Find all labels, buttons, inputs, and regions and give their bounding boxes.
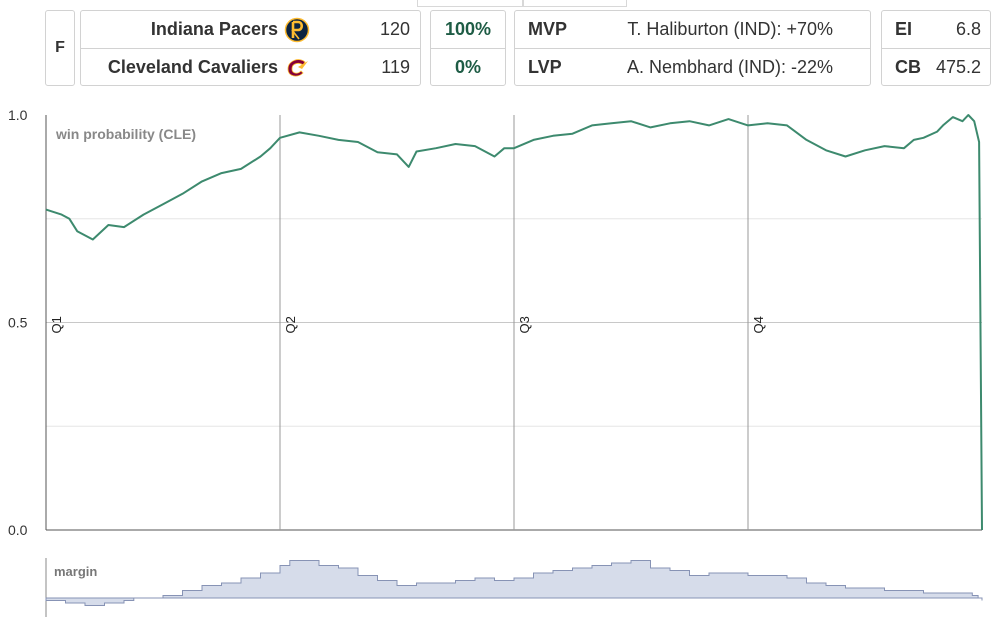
team-score-pacers: 120 xyxy=(379,19,410,39)
mvp-row: MVP T. Haliburton (IND): +70% xyxy=(515,11,870,49)
team-name-cavaliers[interactable]: Cleveland Cavaliers xyxy=(107,57,278,77)
player-value-box: MVP T. Haliburton (IND): +70% LVP A. Nem… xyxy=(514,10,871,86)
y-tick-label-0: 0.0 xyxy=(8,522,28,538)
quarter-label-q4: Q4 xyxy=(751,316,766,333)
ei-value: 6.8 xyxy=(955,19,981,39)
win-pct-cavaliers: 0% xyxy=(431,49,505,86)
ei-row: EI 6.8 xyxy=(882,11,990,49)
margin-area xyxy=(45,560,983,606)
margin-title: margin xyxy=(54,564,97,579)
tab-stub-left xyxy=(417,0,524,7)
quarter-markers: Q1 Q2 Q3 Q4 xyxy=(49,115,766,530)
lvp-row: LVP A. Nembhard (IND): -22% xyxy=(515,49,870,86)
win-pct-pacers: 100% xyxy=(431,11,505,49)
pacers-logo-icon xyxy=(284,17,310,42)
margin-chart: margin xyxy=(45,558,983,617)
quarter-label-q2: Q2 xyxy=(283,316,298,333)
y-tick-label-2: 1.0 xyxy=(8,107,28,123)
win-probability-title: win probability (CLE) xyxy=(55,126,196,142)
quarter-label-q1: Q1 xyxy=(49,316,64,333)
mvp-label: MVP xyxy=(528,19,568,39)
cb-label: CB xyxy=(895,57,921,77)
win-pct-box: 100% 0% xyxy=(430,10,506,86)
scoreboard: Indiana Pacers 120 Cleveland Cavaliers 1… xyxy=(80,10,421,86)
game-metrics-box: EI 6.8 CB 475.2 xyxy=(881,10,991,86)
win-pct-cavaliers-value: 0% xyxy=(454,57,481,77)
win-pct-pacers-value: 100% xyxy=(444,19,492,39)
ei-label: EI xyxy=(895,19,913,39)
win-probability-grid xyxy=(45,115,982,531)
win-probability-line xyxy=(45,114,983,531)
cavaliers-logo-icon xyxy=(287,58,308,76)
team-name-pacers[interactable]: Indiana Pacers xyxy=(150,19,278,39)
team-row-home: Indiana Pacers 120 xyxy=(81,11,420,49)
cb-value: 475.2 xyxy=(935,57,981,77)
game-status: F xyxy=(55,39,65,56)
tab-stub-right xyxy=(522,0,627,7)
y-tick-label-1: 0.5 xyxy=(8,315,28,331)
team-score-cavaliers: 119 xyxy=(381,57,410,77)
team-row-away: Cleveland Cavaliers 119 xyxy=(81,49,420,86)
lvp-label: LVP xyxy=(528,57,562,77)
quarter-label-q3: Q3 xyxy=(517,316,532,333)
lvp-value[interactable]: A. Nembhard (IND): -22% xyxy=(626,57,833,77)
game-status-box: F xyxy=(45,10,75,86)
mvp-value[interactable]: T. Haliburton (IND): +70% xyxy=(627,19,833,39)
y-axis-ticks: 0.0 0.5 1.0 xyxy=(8,107,28,538)
cb-row: CB 475.2 xyxy=(882,49,990,86)
